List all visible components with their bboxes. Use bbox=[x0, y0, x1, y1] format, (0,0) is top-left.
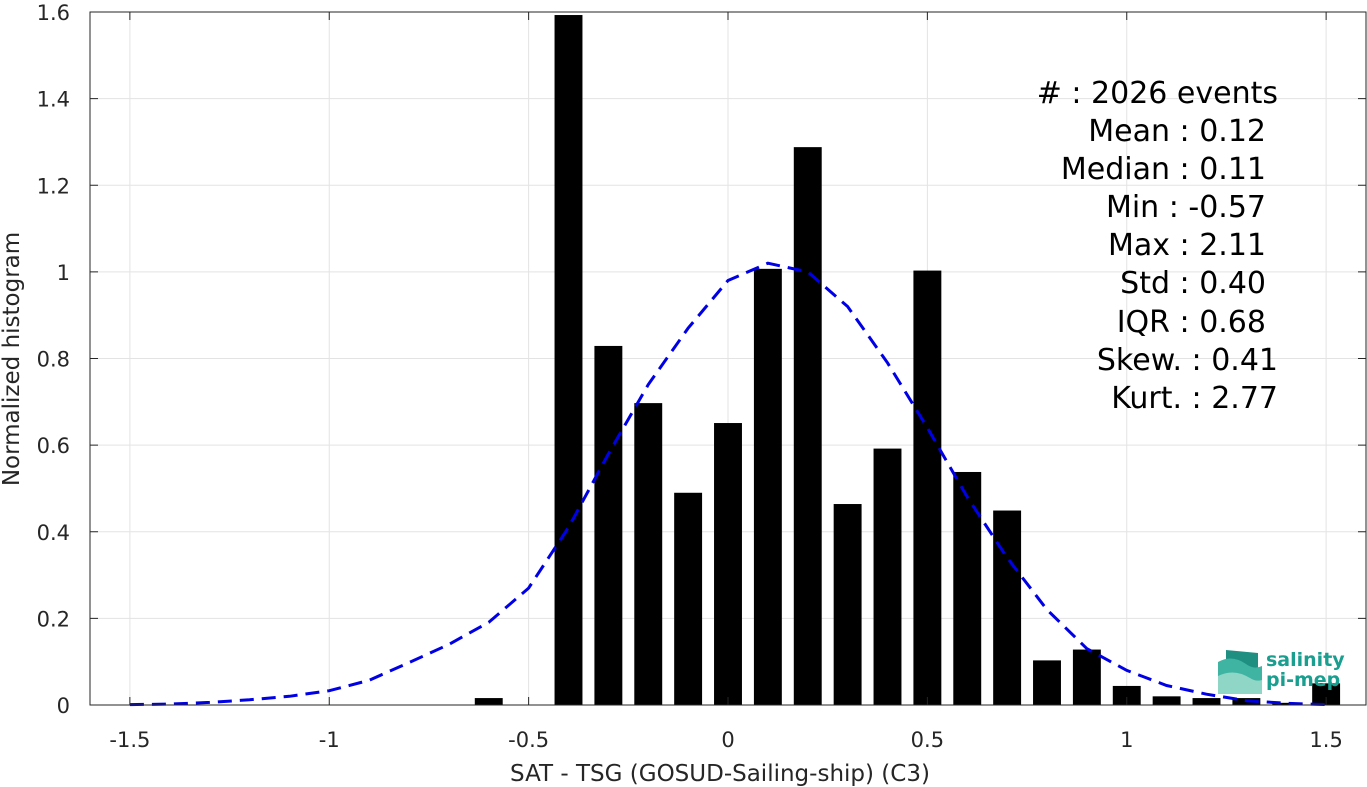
x-tick-label: 1 bbox=[1120, 728, 1133, 752]
histogram-bar bbox=[554, 15, 583, 706]
histogram-bar bbox=[714, 423, 742, 705]
stat-max: Max : 2.11 bbox=[1108, 228, 1266, 263]
histogram-bar bbox=[993, 510, 1022, 705]
histogram-bar bbox=[913, 270, 942, 705]
salinity-pimep-logo: salinity pi-mep bbox=[1218, 649, 1345, 694]
x-tick-label: -1.5 bbox=[109, 728, 150, 752]
stat-mean: Mean : 0.12 bbox=[1088, 114, 1266, 149]
histogram-bar bbox=[594, 345, 623, 705]
x-tick-label: 0 bbox=[721, 728, 734, 752]
stat-skew: Skew. : 0.41 bbox=[1097, 343, 1278, 378]
wave-logo-icon bbox=[1218, 650, 1262, 694]
y-tick-label: 1.2 bbox=[37, 174, 70, 198]
x-tick-label: 1.5 bbox=[1309, 728, 1342, 752]
stat-iqr: IQR : 0.68 bbox=[1117, 305, 1266, 340]
stat-median: Median : 0.11 bbox=[1061, 152, 1266, 187]
histogram-bar bbox=[953, 471, 982, 705]
stat-min: Min : -0.57 bbox=[1106, 190, 1266, 225]
histogram-bars bbox=[474, 15, 1341, 706]
histogram-bar bbox=[1312, 683, 1341, 705]
x-tick-label: -1 bbox=[319, 728, 340, 752]
x-tick-label: -0.5 bbox=[508, 728, 549, 752]
y-tick-label: 0.6 bbox=[37, 434, 70, 458]
y-tick-label: 0 bbox=[57, 694, 70, 718]
histogram-bar bbox=[833, 504, 862, 705]
y-tick-label: 0.8 bbox=[37, 348, 70, 372]
histogram-bar bbox=[1272, 702, 1301, 705]
histogram-bar bbox=[753, 268, 782, 705]
stat-std: Std : 0.40 bbox=[1120, 266, 1266, 301]
y-axis-label: Normalized histogram bbox=[0, 232, 25, 486]
y-tick-label: 1.4 bbox=[37, 88, 70, 112]
histogram-bar bbox=[793, 147, 822, 705]
y-tick-label: 0.2 bbox=[37, 607, 70, 631]
histogram-bar bbox=[1112, 685, 1141, 705]
logo-text-line2: pi-mep bbox=[1266, 669, 1340, 691]
histogram-bar bbox=[1033, 660, 1061, 705]
y-tick-label: 1.6 bbox=[37, 1, 70, 25]
y-tick-label: 1 bbox=[57, 261, 70, 285]
histogram-bar bbox=[1152, 696, 1181, 705]
x-tick-label: 0.5 bbox=[911, 728, 944, 752]
logo-text-line1: salinity bbox=[1266, 649, 1345, 671]
stats-box: # : 2026 events Mean : 0.12 Median : 0.1… bbox=[1037, 76, 1278, 416]
y-tick-labels: 0 0.2 0.4 0.6 0.8 1 1.2 1.4 1.6 bbox=[37, 1, 70, 718]
histogram-bar bbox=[873, 448, 902, 705]
fit-curve bbox=[129, 261, 1327, 707]
x-axis-label: SAT - TSG (GOSUD-Sailing-ship) (C3) bbox=[510, 761, 930, 787]
histogram-bar bbox=[474, 698, 503, 705]
y-tick-label: 0.4 bbox=[37, 521, 70, 545]
axis-ticks bbox=[90, 11, 1366, 706]
histogram-bar bbox=[634, 403, 663, 705]
stat-kurt: Kurt. : 2.77 bbox=[1111, 381, 1278, 416]
stat-count: # : 2026 events bbox=[1037, 76, 1278, 111]
histogram-bar bbox=[674, 492, 703, 705]
x-tick-labels: -1.5 -1 -0.5 0 0.5 1 1.5 bbox=[109, 728, 1342, 752]
histogram-bar bbox=[1192, 698, 1221, 705]
histogram-bar bbox=[1072, 649, 1101, 705]
